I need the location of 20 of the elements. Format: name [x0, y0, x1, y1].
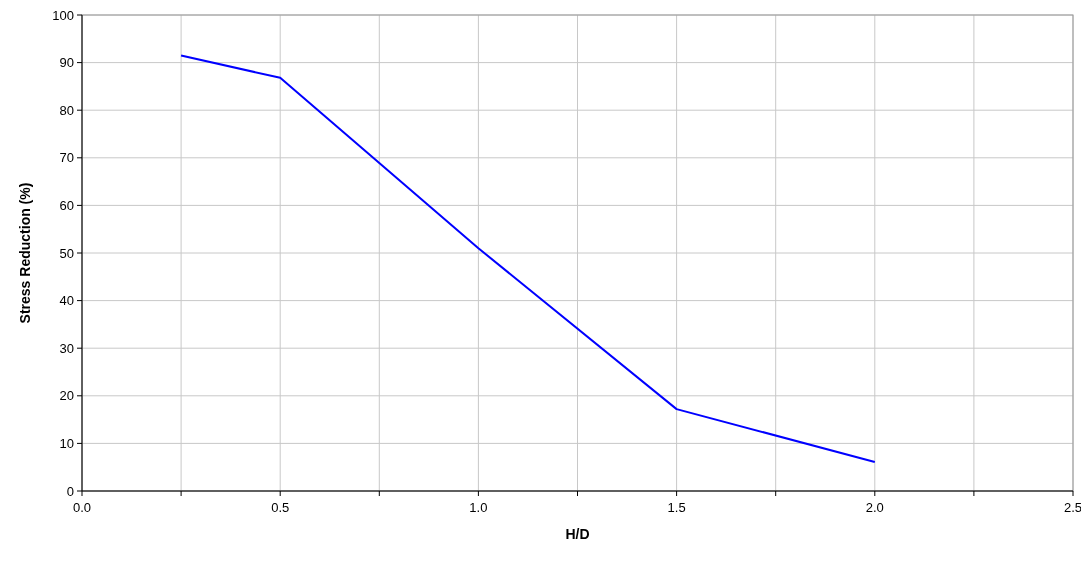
y-tick-label: 0	[66, 483, 74, 499]
y-tick-label: 80	[59, 102, 74, 118]
y-tick-label: 70	[59, 150, 74, 166]
line-series	[180, 54, 876, 463]
x-tick-label: 1.0	[469, 500, 488, 515]
y-tick-label: 50	[59, 245, 74, 261]
x-axis-title: H/D	[565, 526, 590, 542]
x-tick-label: 2.5	[1063, 500, 1083, 515]
y-tick-label: 60	[59, 197, 74, 213]
y-tick-label: 20	[59, 388, 74, 404]
x-tick-label: 1.5	[667, 500, 686, 515]
y-axis-title: Stress Reduction (%)	[17, 182, 33, 324]
y-tick-label: 40	[59, 293, 74, 309]
x-tick-label: 0.0	[72, 500, 92, 515]
y-tick-label: 90	[59, 55, 74, 71]
x-tick-label: 0.5	[271, 500, 290, 515]
y-tick-label: 100	[52, 7, 74, 23]
y-tick-label: 10	[59, 435, 74, 451]
y-tick-label: 30	[59, 340, 74, 356]
x-tick-label: 2.0	[865, 500, 884, 515]
